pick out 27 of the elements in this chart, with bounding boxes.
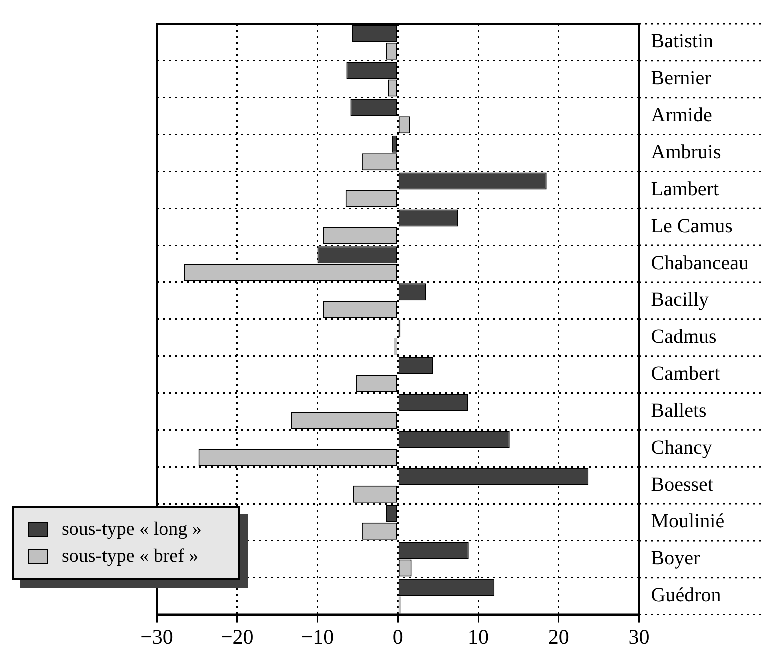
x-tick-label: −20 [220, 624, 254, 649]
x-tick-label: 20 [548, 624, 570, 649]
y-tick-label: Ballets [651, 400, 708, 422]
legend-label: sous-type « long » [62, 518, 203, 540]
y-tick-label: Guédron [651, 584, 722, 607]
x-tick-label: −30 [140, 624, 174, 649]
y-tick-label: Moulinié [651, 510, 725, 533]
bar [394, 338, 398, 356]
x-tick-label: 10 [468, 624, 490, 649]
bar [398, 596, 402, 614]
y-tick-label: Bacilly [651, 289, 710, 312]
y-tick-label: Chancy [651, 436, 712, 459]
x-tick-label: 0 [392, 624, 404, 649]
legend-label: sous-type « bref » [62, 546, 200, 568]
y-tick-label: Boesset [651, 474, 714, 496]
y-tick-label: Armide [651, 104, 712, 127]
y-tick-label: Lambert [651, 178, 720, 200]
x-tick-label: 30 [628, 624, 650, 649]
y-tick-label: Ambruis [651, 141, 722, 164]
x-tick-label: −10 [301, 624, 334, 649]
y-tick-label: Le Camus [651, 215, 734, 238]
y-tick-label: Cambert [651, 363, 721, 386]
y-tick-label: Batistin [651, 30, 714, 53]
y-tick-label: Chabanceau [651, 252, 750, 274]
y-tick-label: Boyer [651, 548, 700, 570]
y-tick-label: Bernier [651, 68, 712, 90]
y-tick-label: Cadmus [651, 326, 718, 348]
